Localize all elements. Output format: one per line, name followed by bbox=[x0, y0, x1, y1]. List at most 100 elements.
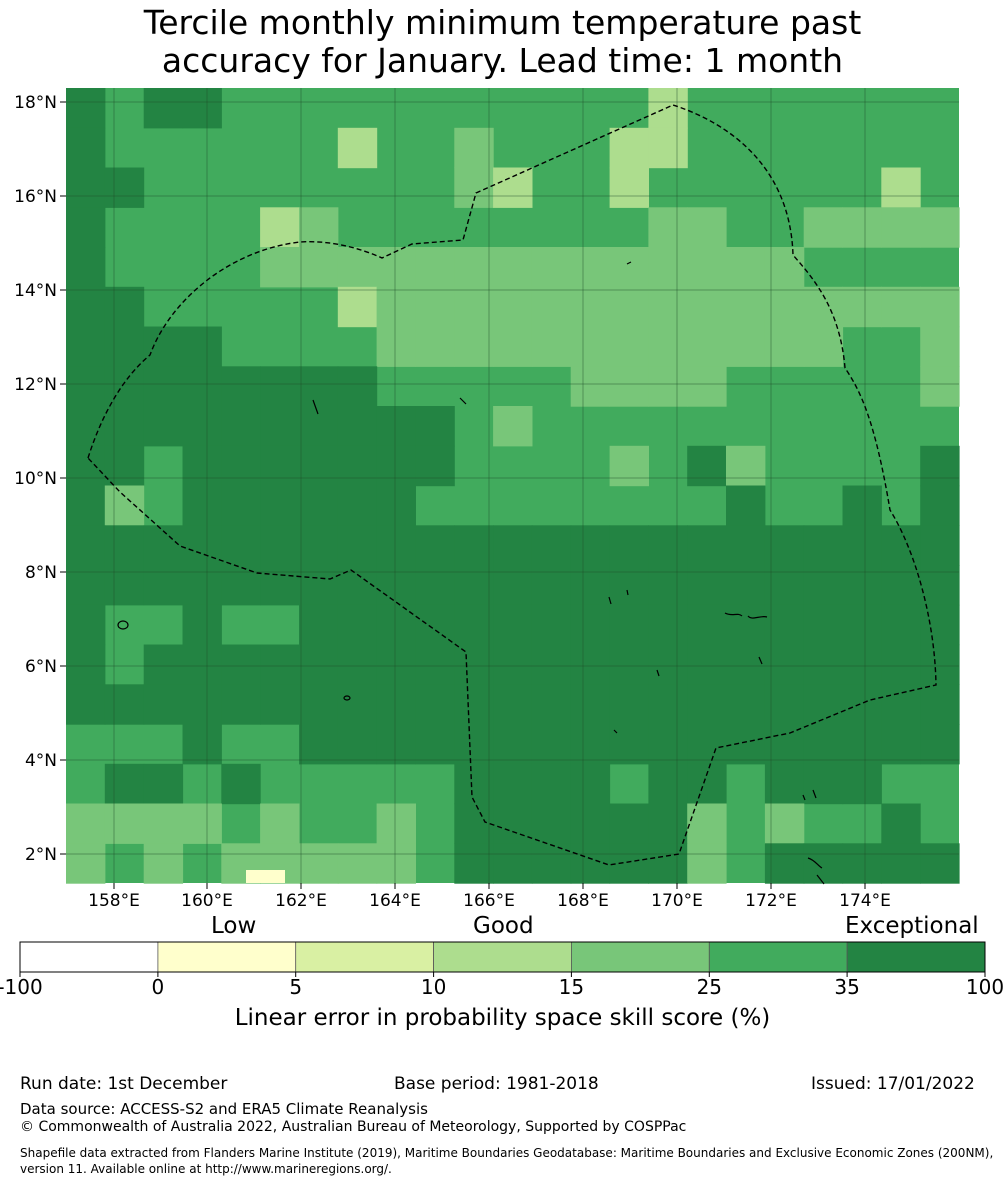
skill-grid-cells bbox=[66, 88, 960, 884]
latitude-labels: 18°N 16°N 14°N 12°N 10°N 8°N 6°N 4°N 2°N bbox=[14, 93, 57, 865]
skill-cell bbox=[143, 406, 184, 447]
skill-cell bbox=[260, 525, 300, 566]
skill-cell bbox=[920, 843, 960, 884]
legend-category-exceptional: Exceptional bbox=[845, 913, 979, 939]
skill-cell bbox=[104, 684, 145, 725]
skill-cell bbox=[764, 525, 805, 566]
skill-cell bbox=[531, 247, 572, 288]
skill-cell bbox=[764, 803, 805, 844]
skill-cell bbox=[66, 445, 106, 487]
skill-cell bbox=[182, 366, 222, 407]
skill-cell bbox=[764, 565, 805, 606]
skill-cell bbox=[648, 565, 688, 606]
skill-cell bbox=[260, 406, 300, 447]
skill-cell bbox=[221, 644, 261, 685]
skill-cell bbox=[260, 565, 300, 606]
latitude-ticks bbox=[60, 101, 66, 855]
skill-cell bbox=[570, 684, 611, 725]
skill-cell bbox=[531, 803, 572, 844]
skill-cell bbox=[570, 366, 611, 407]
skill-cell bbox=[337, 445, 378, 487]
legend-tick-label: 0 bbox=[152, 975, 165, 999]
skill-cell bbox=[881, 565, 921, 606]
skill-cell bbox=[415, 525, 455, 566]
skill-cell bbox=[531, 724, 572, 765]
skill-cell bbox=[726, 684, 766, 725]
skill-cell bbox=[648, 644, 688, 685]
skill-cell bbox=[260, 644, 300, 685]
skill-cell bbox=[920, 684, 960, 725]
skill-cell bbox=[66, 604, 106, 646]
skill-cell bbox=[881, 803, 921, 844]
skill-cell bbox=[570, 565, 611, 606]
skill-cell bbox=[66, 88, 106, 129]
skill-cell bbox=[221, 565, 261, 606]
skill-cell bbox=[881, 684, 921, 725]
skill-cell bbox=[260, 684, 300, 725]
skill-cell bbox=[648, 247, 688, 288]
skill-cell bbox=[920, 644, 960, 685]
skill-cell bbox=[493, 604, 533, 646]
skill-cell bbox=[454, 724, 494, 765]
skill-cell bbox=[609, 644, 649, 685]
skill-cell bbox=[881, 525, 921, 566]
lat-tick-label: 14°N bbox=[14, 281, 57, 301]
skill-cell bbox=[687, 445, 727, 487]
skill-cell bbox=[493, 644, 533, 685]
skill-cell bbox=[687, 644, 727, 685]
skill-cell bbox=[66, 684, 106, 725]
legend-tick-label: -100 bbox=[0, 975, 43, 999]
skill-cell bbox=[764, 724, 805, 765]
skill-cell bbox=[842, 207, 882, 248]
skill-cell bbox=[104, 366, 145, 407]
lat-tick-label: 2°N bbox=[25, 845, 57, 865]
skill-cell bbox=[104, 326, 145, 367]
legend-tick-label: 5 bbox=[289, 975, 302, 999]
skill-cell bbox=[648, 127, 688, 169]
skill-cell bbox=[337, 247, 378, 288]
skill-cell bbox=[726, 286, 766, 328]
skill-cell bbox=[493, 565, 533, 606]
skill-cell bbox=[376, 326, 416, 367]
skill-cell bbox=[182, 644, 222, 685]
skill-cell bbox=[337, 406, 378, 447]
skill-cell bbox=[842, 763, 882, 805]
lat-tick-label: 8°N bbox=[25, 563, 57, 583]
skill-cell bbox=[337, 565, 378, 606]
skill-cell bbox=[66, 127, 106, 169]
map-gridlines bbox=[66, 88, 959, 883]
skill-cell bbox=[376, 843, 416, 884]
skill-cell bbox=[454, 604, 494, 646]
lon-tick-label: 172°E bbox=[745, 891, 797, 911]
skill-cell bbox=[764, 843, 805, 884]
skill-cell bbox=[609, 565, 649, 606]
skill-cell bbox=[182, 88, 222, 129]
lon-tick-label: 166°E bbox=[463, 891, 515, 911]
legend-tick-label: 100 bbox=[966, 975, 1004, 999]
lon-tick-label: 164°E bbox=[369, 891, 421, 911]
skill-cell bbox=[531, 565, 572, 606]
skill-cell bbox=[376, 247, 416, 288]
skill-cell bbox=[143, 565, 184, 606]
skill-cell bbox=[143, 88, 184, 129]
skill-cell bbox=[415, 565, 455, 606]
skill-cell bbox=[803, 763, 844, 805]
shapefile-credit-line-1: Shapefile data extracted from Flanders M… bbox=[20, 1146, 994, 1160]
lat-tick-label: 6°N bbox=[25, 657, 57, 677]
skill-cell bbox=[376, 485, 416, 526]
skill-cell bbox=[609, 247, 649, 288]
skill-cell bbox=[221, 684, 261, 725]
skill-cell bbox=[609, 366, 649, 407]
skill-cell bbox=[531, 326, 572, 367]
skill-cell bbox=[260, 803, 300, 844]
skill-cell bbox=[687, 684, 727, 725]
skill-cell bbox=[609, 724, 649, 765]
skill-cell bbox=[66, 843, 106, 884]
skill-cell bbox=[493, 286, 533, 328]
skill-cell bbox=[609, 604, 649, 646]
longitude-labels: 158°E 160°E 162°E 164°E 166°E 168°E 170°E 172°E… bbox=[88, 891, 891, 911]
skill-cell bbox=[531, 525, 572, 566]
legend-categories: Low Good Exceptional bbox=[0, 913, 1005, 943]
skill-cell bbox=[454, 644, 494, 685]
